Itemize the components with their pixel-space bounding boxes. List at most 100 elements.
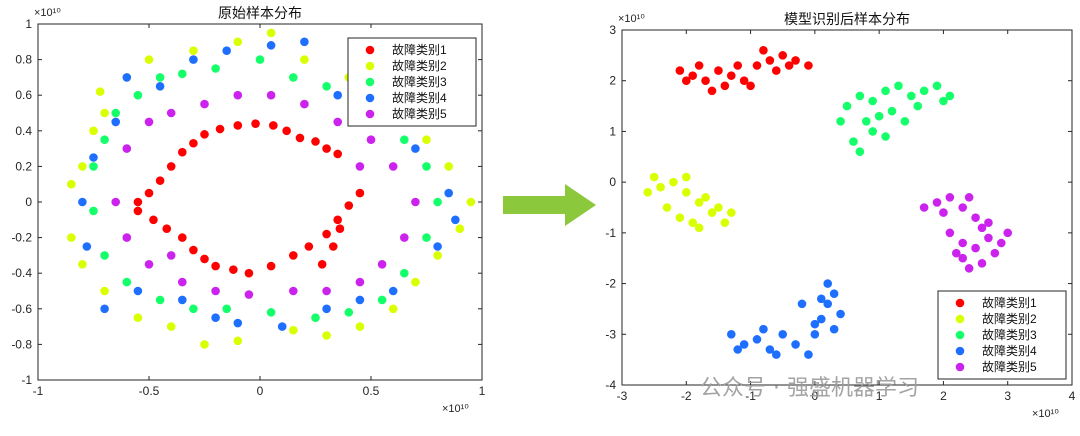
- data-point: [759, 45, 768, 55]
- data-point: [95, 87, 105, 96]
- data-point: [422, 233, 431, 242]
- right-chart: -3 -2 -1 0 1 2 3 4-4-3-2-10123模型识别后样本分布×10¹⁰×10…: [605, 11, 1075, 420]
- legend-marker: [955, 330, 965, 340]
- data-point: [133, 206, 143, 216]
- data-point: [300, 37, 309, 47]
- data-point: [855, 147, 865, 157]
- legend-marker: [955, 362, 965, 372]
- data-point: [355, 295, 365, 305]
- data-point: [746, 81, 755, 91]
- data-point: [707, 208, 717, 217]
- data-point: [720, 81, 730, 91]
- data-point: [675, 213, 685, 222]
- data-point: [100, 251, 109, 260]
- data-point: [778, 51, 788, 60]
- data-point: [289, 251, 298, 260]
- y-tick-label: 0: [25, 195, 32, 209]
- data-point: [714, 203, 723, 212]
- y-tick-label: 0.8: [15, 53, 32, 67]
- data-point: [266, 261, 276, 271]
- data-point: [400, 135, 409, 144]
- data-point: [289, 325, 298, 335]
- data-point: [144, 55, 154, 64]
- data-point: [366, 135, 376, 144]
- data-point: [422, 162, 431, 171]
- y-exponent: ×10¹⁰: [618, 13, 645, 25]
- data-point: [322, 229, 331, 239]
- x-tick-label: 4: [1069, 389, 1076, 403]
- legend-marker: [365, 77, 375, 87]
- y-tick-label: -0.8: [11, 337, 32, 351]
- data-point: [233, 318, 243, 328]
- data-point: [977, 223, 987, 233]
- data-point: [411, 144, 420, 153]
- data-point: [804, 350, 813, 359]
- data-point: [433, 251, 442, 260]
- data-point: [752, 61, 762, 70]
- data-point: [266, 41, 276, 50]
- data-point: [269, 121, 278, 130]
- data-point: [932, 198, 942, 207]
- data-point: [78, 260, 87, 269]
- data-point: [289, 286, 298, 296]
- data-point: [951, 248, 961, 258]
- x-tick-label: 2: [940, 389, 947, 403]
- data-point: [656, 182, 665, 192]
- data-point: [913, 101, 923, 111]
- data-point: [282, 126, 291, 136]
- data-point: [971, 213, 980, 222]
- x-tick-label: 0.5: [363, 384, 380, 398]
- data-point: [215, 124, 225, 134]
- data-point: [945, 91, 955, 101]
- data-point: [720, 218, 730, 228]
- x-exponent: ×10¹⁰: [1032, 408, 1059, 420]
- data-point: [111, 197, 120, 207]
- data-point: [222, 304, 231, 314]
- y-tick-label: 0.6: [15, 88, 32, 102]
- legend-label: 故障类别1: [982, 295, 1037, 310]
- data-point: [906, 91, 916, 101]
- data-point: [178, 277, 187, 287]
- data-point: [726, 71, 736, 80]
- data-point: [945, 193, 955, 202]
- data-point: [122, 73, 132, 82]
- legend-label: 故障类别4: [392, 90, 447, 105]
- data-point: [388, 304, 398, 314]
- y-tick-label: -3: [605, 327, 616, 341]
- y-exponent: ×10¹⁰: [34, 7, 61, 19]
- data-point: [400, 268, 409, 278]
- data-point: [300, 99, 309, 109]
- legend-label: 故障类别2: [982, 311, 1037, 326]
- data-point: [765, 56, 775, 65]
- data-point: [694, 61, 704, 70]
- data-point: [797, 299, 807, 309]
- data-point: [984, 233, 993, 243]
- data-point: [311, 137, 320, 146]
- data-point: [89, 162, 98, 171]
- y-tick-label: 1: [25, 17, 32, 31]
- data-point: [166, 251, 176, 260]
- data-point: [881, 132, 890, 141]
- data-point: [200, 99, 209, 109]
- data-point: [810, 319, 820, 329]
- data-point: [289, 73, 298, 82]
- data-point: [714, 66, 723, 75]
- data-point: [855, 91, 865, 101]
- data-point: [211, 286, 220, 296]
- data-point: [996, 238, 1006, 248]
- data-point: [411, 277, 420, 287]
- data-point: [842, 101, 852, 111]
- legend-label: 故障类别5: [392, 106, 447, 121]
- data-point: [971, 243, 980, 253]
- data-point: [681, 172, 691, 182]
- x-tick-label: -2: [681, 389, 692, 403]
- chart-title: 原始样本分布: [218, 5, 302, 21]
- y-tick-label: 0.4: [15, 124, 32, 138]
- data-point: [67, 179, 76, 189]
- x-tick-label: -3: [617, 389, 628, 403]
- data-point: [244, 268, 254, 278]
- data-point: [344, 201, 354, 210]
- y-tick-label: 1: [609, 124, 616, 138]
- data-point: [233, 90, 243, 100]
